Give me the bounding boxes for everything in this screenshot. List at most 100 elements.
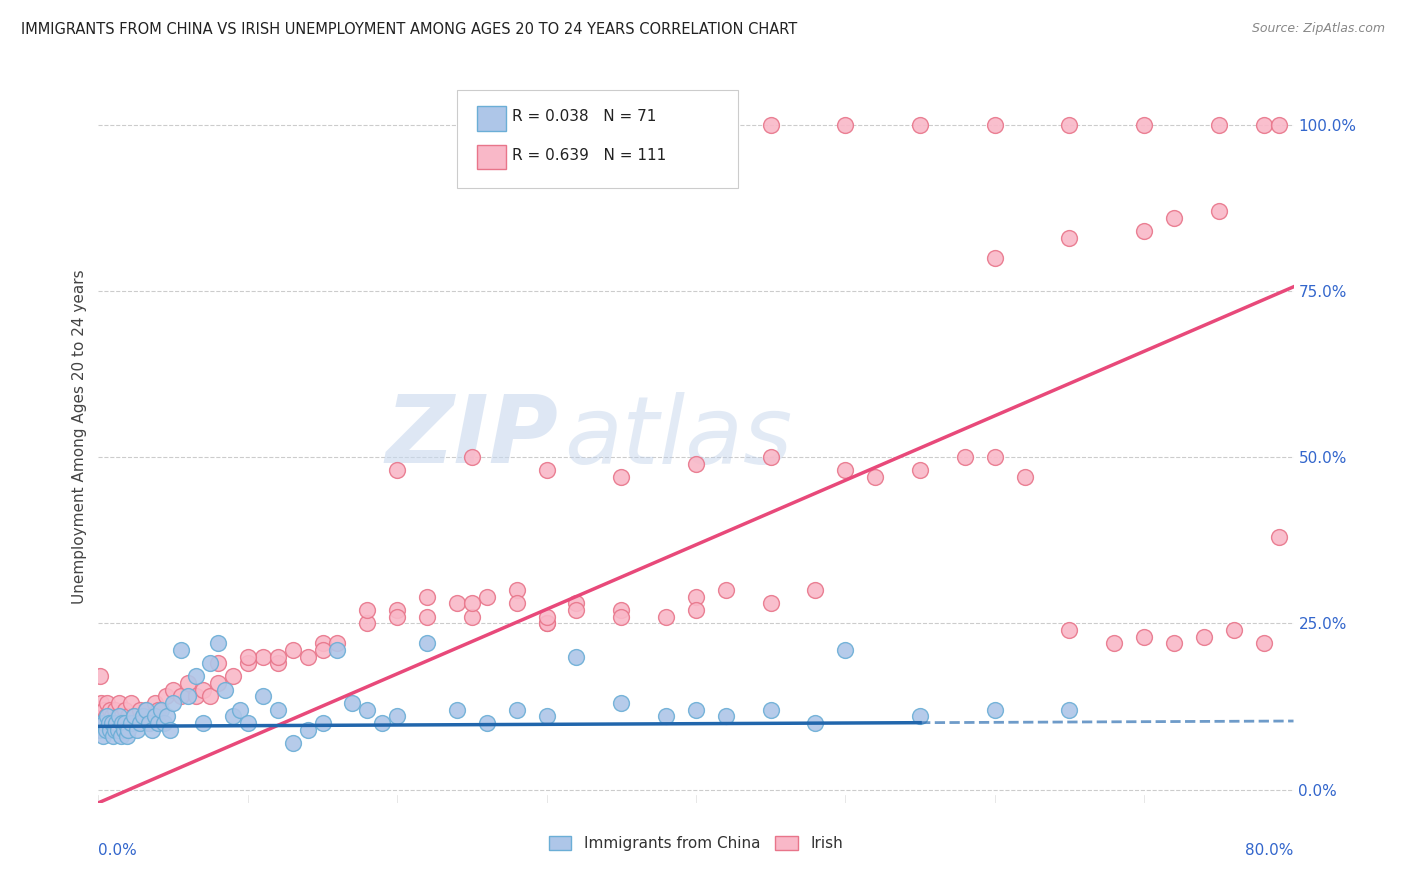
Point [96,709,118,723]
Point [120,716,142,731]
Point [416,590,439,604]
Point [610,603,633,617]
Point [90,716,112,731]
Point [184,690,207,704]
Point [446,703,468,717]
Point [207,636,229,650]
Y-axis label: Unemployment Among Ages 20 to 24 years: Unemployment Among Ages 20 to 24 years [72,269,87,605]
Point [150,703,173,717]
Point [141,723,163,737]
Point [385,709,409,723]
Point [143,696,166,710]
Point [416,609,439,624]
Point [342,696,364,710]
Point [110,729,132,743]
Point [156,709,179,723]
Point [685,703,707,717]
Text: IMMIGRANTS FROM CHINA VS IRISH UNEMPLOYMENT AMONG AGES 20 TO 24 YEARS CORRELATIO: IMMIGRANTS FROM CHINA VS IRISH UNEMPLOYM… [21,22,797,37]
Point [115,729,138,743]
Point [93,703,115,717]
Point [222,709,245,723]
Point [1133,630,1156,644]
Text: atlas: atlas [565,392,793,483]
Point [112,716,135,731]
Point [143,709,166,723]
Point [155,690,177,704]
Point [138,716,160,731]
Point [138,716,160,731]
Point [565,649,588,664]
Point [89,723,111,737]
Point [311,643,333,657]
Point [685,590,707,604]
Point [475,716,498,731]
Point [177,676,200,690]
Point [536,709,558,723]
Point [207,656,229,670]
Point [908,709,931,723]
Point [114,703,136,717]
Point [1133,118,1156,132]
Point [908,118,931,132]
Point [371,716,394,731]
Point [148,716,170,731]
Point [655,609,678,624]
Point [200,690,222,704]
Point [94,723,117,737]
Point [506,703,529,717]
Point [222,669,245,683]
Point [97,716,120,731]
Point [536,609,558,624]
Point [714,709,737,723]
Point [117,709,139,723]
Point [236,649,259,664]
Point [610,118,633,132]
Point [112,723,135,737]
Point [93,716,115,731]
Point [236,656,259,670]
Point [326,636,349,650]
Point [162,682,184,697]
Point [984,251,1007,265]
Point [865,470,887,484]
Point [229,703,252,717]
Point [104,723,127,737]
Point [326,643,349,657]
Point [506,582,529,597]
Point [252,649,274,664]
Point [1253,118,1275,132]
Point [536,463,558,477]
Point [1059,623,1081,637]
Point [281,643,304,657]
Text: Source: ZipAtlas.com: Source: ZipAtlas.com [1251,22,1385,36]
Point [114,716,136,731]
Point [267,703,290,717]
Point [90,696,112,710]
Point [908,463,931,477]
Point [91,729,114,743]
Point [267,649,290,664]
Point [101,709,124,723]
Point [103,729,125,743]
Point [108,709,131,723]
Point [565,596,588,610]
Point [804,716,827,731]
Point [685,457,707,471]
Point [103,716,125,731]
Point [461,609,484,624]
Point [506,596,529,610]
Point [655,709,678,723]
Point [98,703,122,717]
Point [191,682,214,697]
Point [111,709,134,723]
Point [416,636,439,650]
Point [120,696,142,710]
Point [685,603,707,617]
Point [104,703,127,717]
Point [153,716,176,731]
Point [135,703,157,717]
Point [111,716,134,731]
Point [207,676,229,690]
Point [685,118,707,132]
Point [461,450,484,464]
